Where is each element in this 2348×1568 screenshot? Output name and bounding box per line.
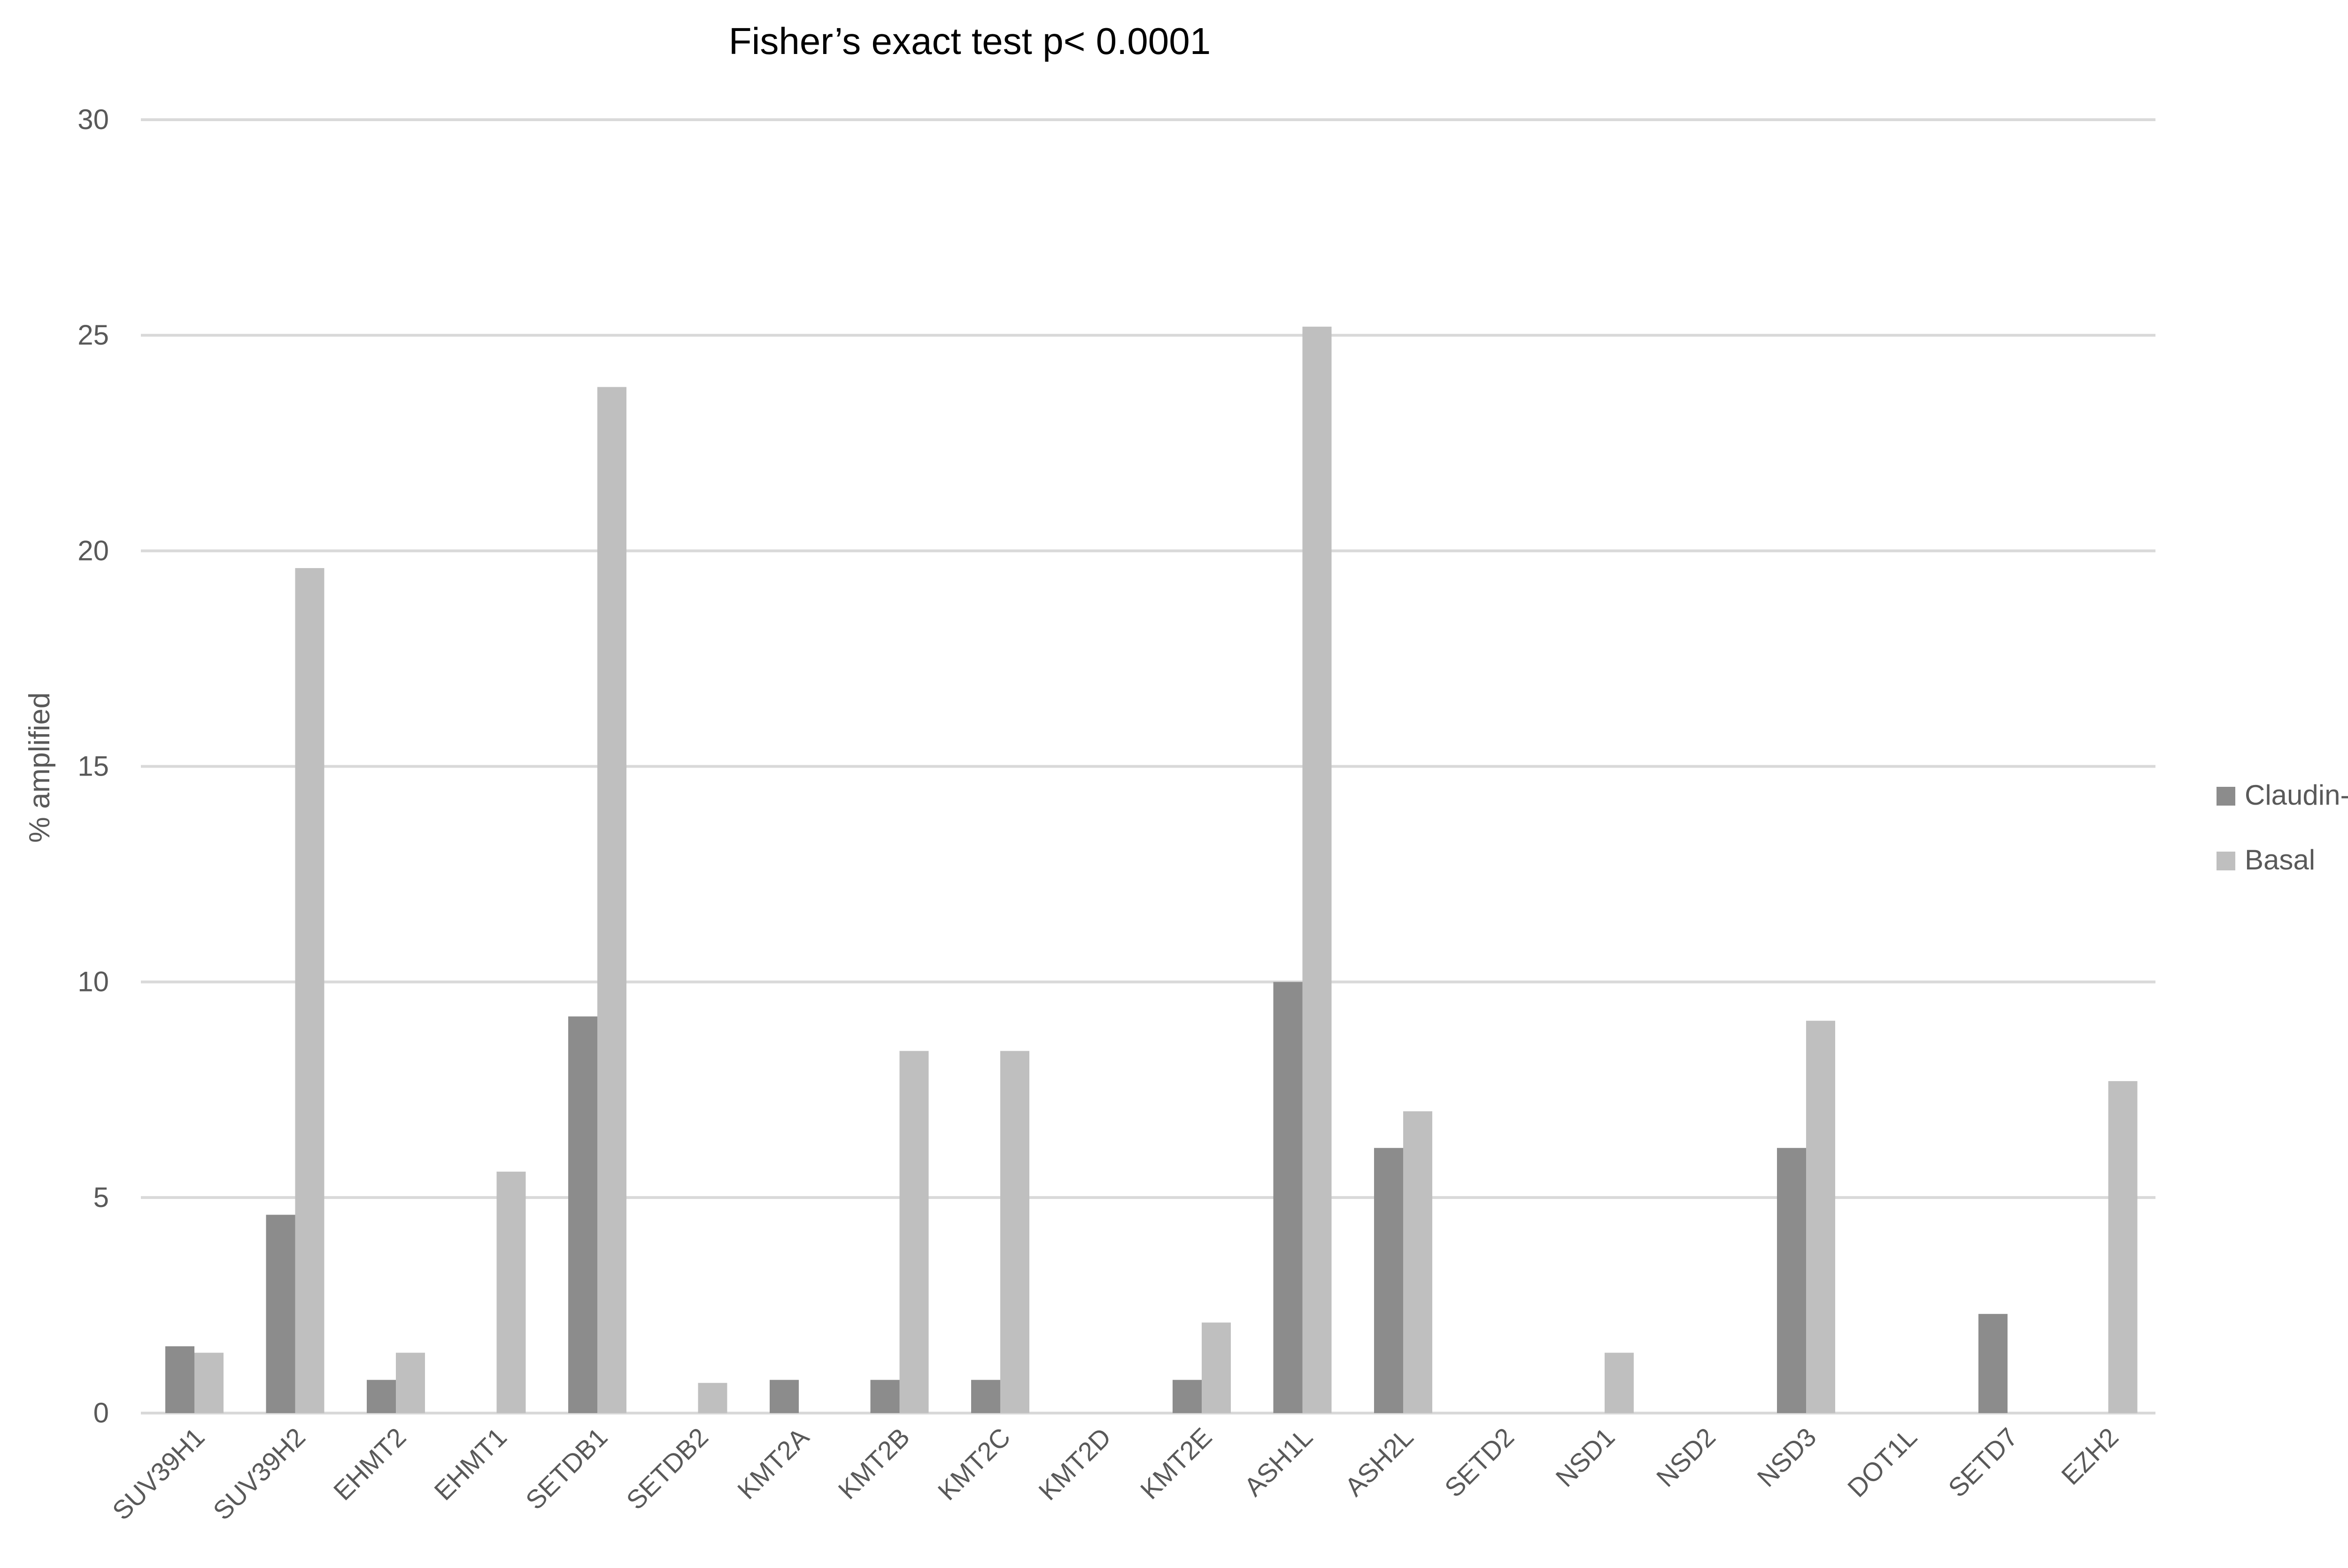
y-axis-ticks: 0 5 10 15 20 25 30	[77, 104, 109, 1429]
x-tick-label: NSD3	[1751, 1422, 1822, 1492]
bar-claudin-low-ash1l	[1273, 982, 1303, 1413]
bar-basal-kmt2e	[1202, 1322, 1231, 1413]
x-tick-label: KMT2D	[1033, 1422, 1117, 1506]
x-tick-label: NSD1	[1550, 1422, 1620, 1492]
y-tick-label: 25	[77, 319, 109, 351]
bar-basal-nsd3	[1806, 1021, 1835, 1413]
bar-basal-kmt2b	[899, 1051, 929, 1413]
bar-claudin-low-kmt2c	[971, 1380, 1000, 1413]
x-tick-label: KMT2C	[932, 1422, 1016, 1506]
y-tick-label: 10	[77, 966, 109, 998]
x-tick-label: KMT2E	[1135, 1422, 1218, 1505]
bar-basal-suv39h2	[295, 568, 324, 1413]
bar-basal-ehmt2	[396, 1353, 425, 1413]
bar-claudin-low-ash2l	[1374, 1148, 1403, 1413]
bar-claudin-low-suv39h1	[165, 1346, 194, 1413]
bar-basal-ezh2	[2108, 1081, 2138, 1413]
x-tick-label: SUV39H2	[207, 1422, 311, 1526]
x-tick-label: SETDB1	[520, 1422, 613, 1515]
x-tick-label: EHMT1	[428, 1422, 512, 1506]
y-tick-label: 0	[93, 1397, 109, 1429]
bar-claudin-low-nsd3	[1777, 1148, 1806, 1413]
bar-basal-setdb1	[597, 387, 626, 1413]
bar-basal-kmt2c	[1000, 1051, 1029, 1413]
bar-basal-suv39h1	[194, 1353, 224, 1413]
legend-swatch	[2217, 787, 2235, 806]
y-tick-label: 20	[77, 535, 109, 566]
x-tick-label: EHMT2	[328, 1422, 412, 1506]
y-tick-label: 30	[77, 104, 109, 135]
gridlines	[141, 118, 2155, 1414]
x-tick-label: SETD2	[1439, 1422, 1520, 1503]
bar-claudin-low-ehmt2	[367, 1380, 396, 1413]
x-tick-label: DOT1L	[1842, 1422, 1923, 1503]
y-tick-label: 15	[77, 751, 109, 782]
bar-basal-ash2l	[1403, 1111, 1432, 1413]
legend-swatch	[2217, 852, 2235, 870]
chart-title: Fisher’s exact test p< 0.0001	[729, 20, 1211, 62]
bar-claudin-low-setd7	[1978, 1314, 2008, 1413]
x-tick-label: EZH2	[2055, 1422, 2124, 1491]
y-tick-label: 5	[93, 1182, 109, 1213]
legend-label: Basal	[2245, 844, 2315, 876]
bar-basal-nsd1	[1605, 1353, 1634, 1413]
x-tick-label: KMT2B	[832, 1422, 915, 1505]
bar-claudin-low-suv39h2	[266, 1214, 295, 1413]
x-tick-label: NSD2	[1651, 1422, 1721, 1492]
x-tick-label: SETDB2	[620, 1422, 714, 1515]
bar-claudin-low-kmt2e	[1173, 1380, 1202, 1413]
legend-label: Claudin-low	[2245, 779, 2348, 811]
legend: Claudin-low Basal	[2217, 779, 2348, 876]
x-tick-label: SETD7	[1942, 1422, 2023, 1503]
bar-claudin-low-setdb1	[568, 1016, 597, 1413]
bar-claudin-low-kmt2b	[870, 1380, 900, 1413]
x-tick-label: ASH1L	[1238, 1422, 1318, 1502]
bar-basal-ash1l	[1302, 326, 1332, 1413]
x-tick-label: ASH2L	[1339, 1422, 1419, 1502]
bar-claudin-low-kmt2a	[770, 1380, 799, 1413]
bar-basal-setdb2	[698, 1383, 727, 1413]
x-tick-label: SUV39H1	[107, 1422, 210, 1526]
y-axis-label: % amplified	[23, 692, 56, 843]
x-tick-label: KMT2A	[732, 1422, 815, 1505]
bar-basal-ehmt1	[496, 1171, 526, 1413]
bars	[165, 326, 2138, 1413]
